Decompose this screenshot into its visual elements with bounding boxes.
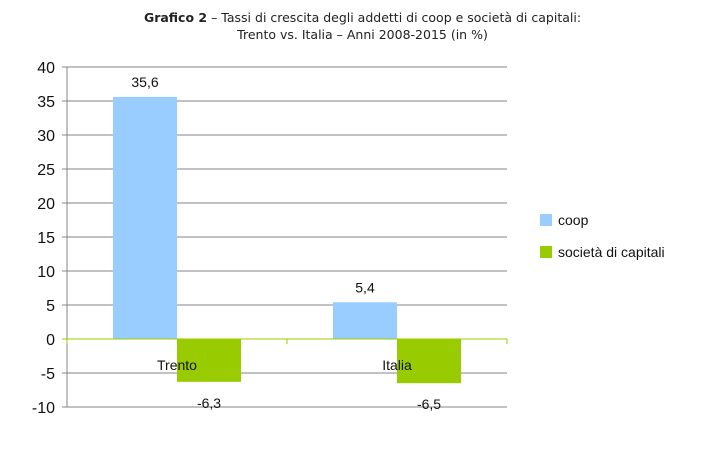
data-label-1-1: -6,5: [417, 396, 441, 412]
y-tick-label-7: 25: [37, 162, 55, 179]
bar-coop-trento: [113, 96, 177, 339]
data-label-0-1: 5,4: [355, 279, 375, 295]
legend-label-0: coop: [558, 212, 589, 228]
y-tick-label-4: 10: [37, 264, 55, 281]
y-tick-label-6: 20: [37, 196, 55, 213]
legend-swatch-0: [540, 214, 552, 226]
y-tick-label-8: 30: [37, 128, 55, 145]
title-main: – Tassi di crescita degli addetti di coo…: [207, 10, 582, 25]
y-tick-label-9: 35: [37, 94, 55, 111]
legend-label-1: società di capitali: [558, 244, 665, 260]
bar-società-di-capitali-trento: [177, 339, 241, 382]
title-prefix: Grafico 2: [143, 10, 208, 25]
data-label-1-0: -6,3: [197, 395, 221, 411]
chart-title: Grafico 2 – Tassi di crescita degli adde…: [0, 9, 725, 43]
y-tick-label-3: 5: [46, 298, 55, 315]
y-tick-label-5: 15: [37, 230, 55, 247]
bar-coop-italia: [333, 302, 397, 339]
y-tick-label-10: 40: [37, 60, 55, 77]
data-label-0-0: 35,6: [131, 74, 158, 90]
legend-swatch-1: [540, 246, 552, 258]
y-tick-label-1: -5: [41, 366, 55, 383]
y-tick-label-0: -10: [32, 400, 55, 417]
category-label-italia: Italia: [382, 357, 412, 373]
bar-società-di-capitali-italia: [397, 339, 461, 384]
y-tick-label-2: 0: [46, 332, 55, 349]
category-label-trento: Trento: [157, 357, 197, 373]
title-line2: Trento vs. Italia – Anni 2008-2015 (in %…: [237, 27, 488, 42]
